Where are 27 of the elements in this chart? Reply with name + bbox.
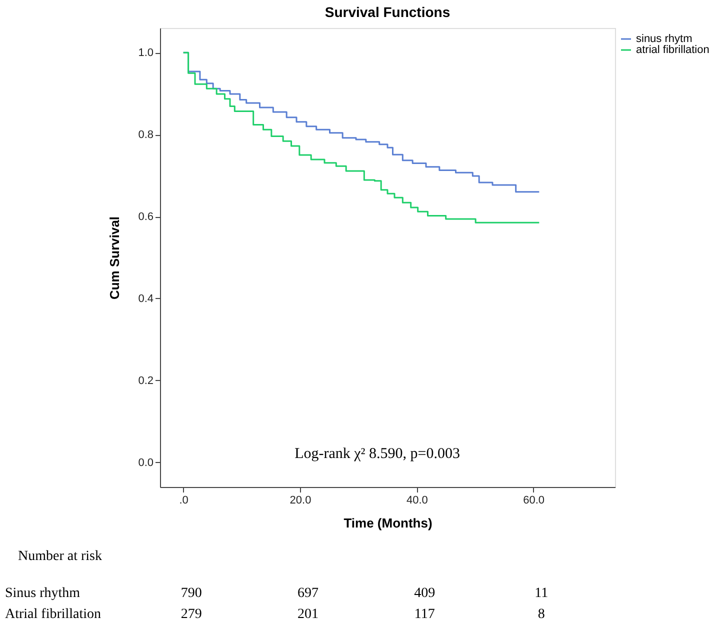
y-tick-label: 0.8 [138,129,154,142]
text: 201 [298,607,318,622]
x-tick-label: .0 [179,494,188,506]
x-tick-label: 40.0 [406,494,428,506]
text: 8 [538,607,545,622]
text: 11 [534,586,548,601]
x-axis-title: Time (Months) [344,516,432,530]
y-tick-label: 0.2 [138,374,154,387]
y-tick-label: 0.4 [138,292,154,305]
y-axis-title: Cum Survival [107,216,122,300]
text: 117 [414,607,435,622]
chart-title: Survival Functions [324,4,450,20]
text: Sinus rhythm [5,586,80,601]
text: 697 [298,586,318,601]
y-tick-label: 1.0 [138,47,154,60]
legend-label: sinus rhytm [636,33,692,45]
x-tick-label: 20.0 [290,494,312,506]
text: 279 [180,607,202,622]
annotation: Log-rank χ² 8.590, p=0.003 [294,446,460,462]
x-tick-label: 60.0 [523,494,545,506]
text: Atrial fibrillation [5,607,102,622]
text: 409 [414,586,436,601]
text: 790 [180,586,202,601]
y-tick-label: 0.6 [138,211,154,224]
text: Number at risk [18,549,102,564]
y-tick-label: 0.0 [138,456,154,469]
legend-label: atrial fibrillation [636,44,710,56]
